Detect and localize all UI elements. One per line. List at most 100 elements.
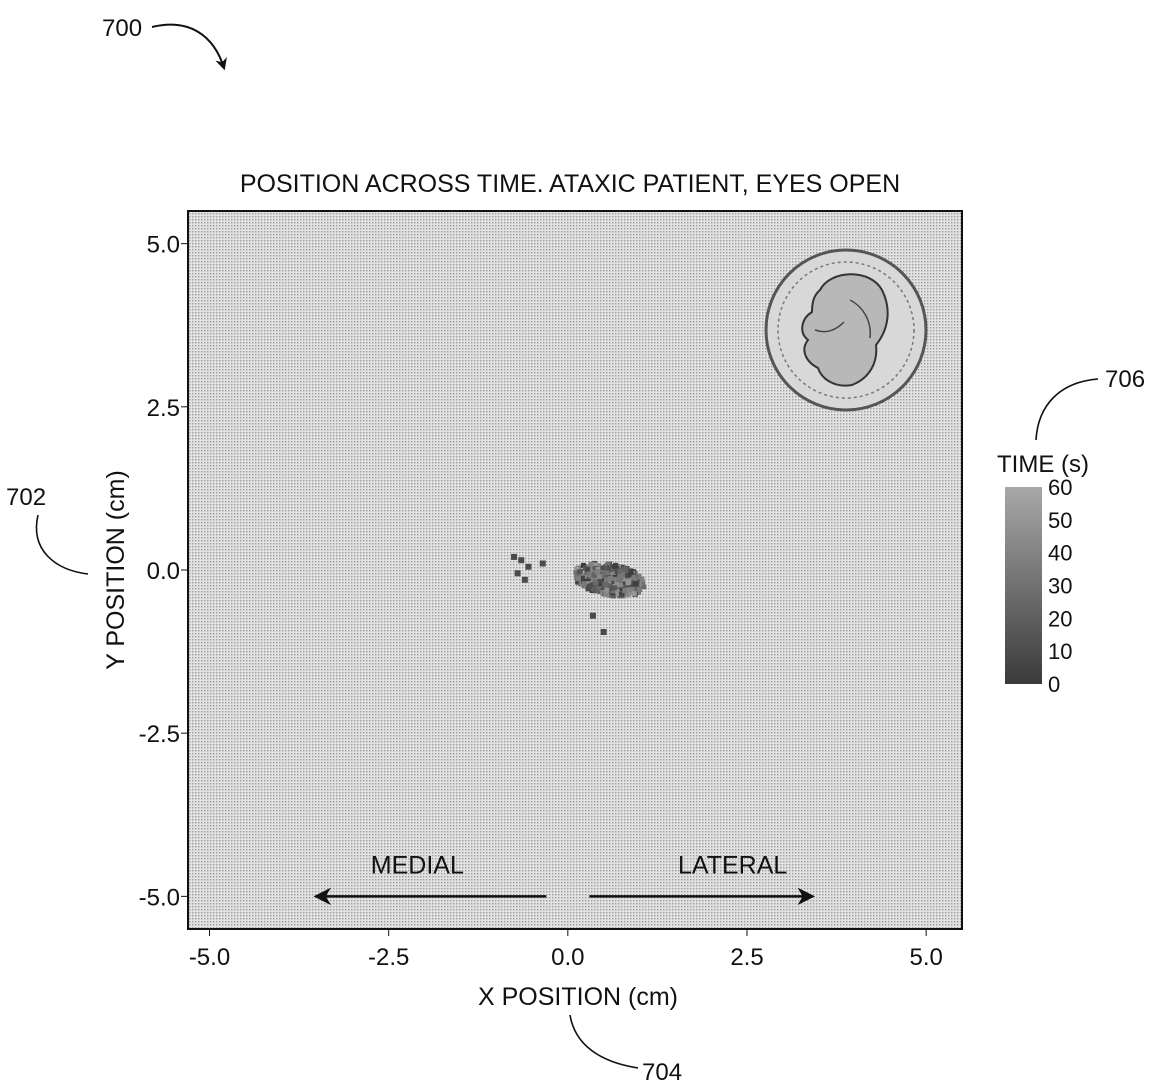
scatter-point	[636, 574, 642, 580]
x-axis-tick-labels: -5.0 -2.5 0.0 2.5 5.0	[189, 944, 943, 971]
scatter-point	[605, 583, 611, 589]
scatter-point	[596, 574, 602, 580]
scatter-point	[625, 592, 631, 598]
scatter-point	[588, 561, 594, 567]
colorbar-title: TIME (s)	[997, 451, 1089, 478]
scatter-point	[618, 586, 624, 592]
scatter-point	[625, 572, 631, 578]
scatter-points	[511, 553, 647, 636]
x-tick-label: -5.0	[189, 944, 230, 971]
scatter-point	[628, 571, 634, 577]
colorbar-tick-label: 10	[1048, 639, 1072, 664]
scatter-point	[593, 562, 599, 568]
scatter-point	[581, 581, 587, 587]
scatter-point	[621, 576, 627, 582]
x-tick-label: -2.5	[368, 944, 409, 971]
scatter-point	[603, 563, 609, 569]
scatter-point	[614, 588, 620, 594]
scatter-point	[575, 579, 581, 585]
colorbar-tick-label: 60	[1048, 475, 1072, 500]
x-tick-label: 0.0	[551, 944, 584, 971]
x-tick-label: 2.5	[730, 944, 763, 971]
scatter-point	[589, 567, 595, 573]
scatter-point	[579, 575, 585, 581]
scatter-point	[585, 566, 591, 572]
scatter-point	[617, 568, 623, 574]
scatter-point	[620, 572, 626, 578]
colorbar	[1005, 487, 1042, 684]
scatter-point	[574, 567, 580, 573]
scatter-point	[589, 585, 595, 591]
scatter-point	[518, 557, 525, 564]
scatter-point	[602, 582, 608, 588]
scatter-point	[604, 574, 610, 580]
scatter-point	[610, 588, 616, 594]
scatter-point	[631, 575, 637, 581]
scatter-point	[608, 575, 614, 581]
scatter-point	[636, 589, 642, 595]
scatter-point	[514, 570, 521, 577]
y-tick-label: -5.0	[139, 884, 180, 911]
scatter-point	[617, 582, 623, 588]
scatter-point	[610, 593, 616, 599]
scatter-point	[601, 573, 607, 579]
scatter-point	[613, 562, 619, 568]
scatter-point	[576, 569, 582, 575]
scatter-point	[585, 586, 591, 592]
scatter-point	[596, 586, 602, 592]
scatter-point	[603, 577, 609, 583]
scatter-point	[589, 612, 596, 619]
scatter-point	[580, 562, 586, 568]
scatter-point	[573, 570, 579, 576]
scatter-point	[598, 570, 604, 576]
ref-706-label: 706	[1105, 366, 1145, 393]
scatter-point	[597, 589, 603, 595]
direction-annotations: MEDIAL LATERAL	[313, 852, 815, 906]
scatter-point	[634, 583, 640, 589]
scatter-point	[632, 581, 638, 587]
scatter-point	[637, 587, 643, 593]
colorbar-tick-label: 0	[1048, 672, 1060, 697]
quarter-coin-image	[764, 248, 928, 412]
scatter-point	[590, 572, 596, 578]
scatter-point	[594, 569, 600, 575]
scatter-point	[622, 588, 628, 594]
scatter-point	[616, 576, 622, 582]
colorbar-tick-label: 40	[1048, 541, 1072, 566]
colorbar-tick-label: 50	[1048, 508, 1072, 533]
scatter-point	[614, 582, 620, 588]
scatter-point	[593, 580, 599, 586]
y-axis-ticks	[181, 243, 188, 897]
medial-label: MEDIAL	[371, 852, 464, 880]
scatter-point	[592, 588, 598, 594]
scatter-point	[600, 629, 607, 636]
scatter-point	[607, 581, 613, 587]
ref-704-leader	[569, 1014, 639, 1069]
scatter-point	[586, 583, 592, 589]
scatter-point	[603, 591, 609, 597]
y-tick-label: -2.5	[139, 721, 180, 748]
scatter-point	[614, 568, 620, 574]
y-tick-label: 0.0	[147, 558, 180, 585]
scatter-point	[607, 586, 613, 592]
scatter-point	[521, 576, 528, 583]
scatter-point	[596, 563, 602, 569]
scatter-point	[606, 565, 612, 571]
scatter-point	[575, 576, 581, 582]
scatter-point	[604, 571, 610, 577]
ref-700-label: 700	[102, 15, 142, 42]
y-axis-label: Y POSITION (cm)	[102, 470, 130, 670]
y-axis-tick-labels: 5.0 2.5 0.0 -2.5 -5.0	[139, 232, 180, 912]
scatter-point	[631, 591, 637, 597]
ref-702-leader	[35, 514, 89, 575]
scatter-point	[629, 587, 635, 593]
scatter-point	[613, 576, 619, 582]
y-tick-label: 5.0	[147, 232, 180, 259]
scatter-point	[612, 585, 618, 591]
x-axis-ticks	[209, 929, 927, 936]
lateral-label: LATERAL	[678, 852, 787, 880]
scatter-point	[641, 584, 647, 590]
scatter-point	[639, 576, 645, 582]
ref-702-label: 702	[6, 484, 46, 511]
